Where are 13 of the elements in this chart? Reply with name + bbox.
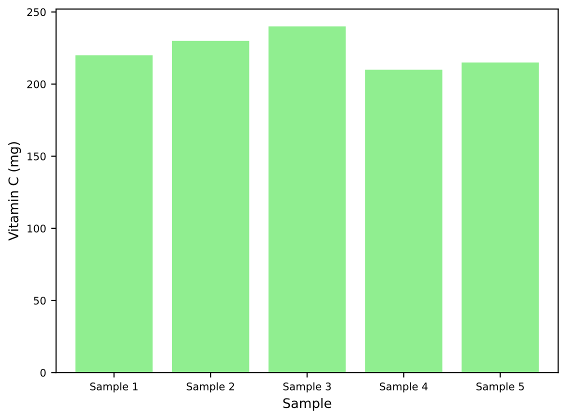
x-tick-label: Sample 1 xyxy=(90,382,138,392)
y-tick-label: 0 xyxy=(40,368,46,377)
y-tick-label: 150 xyxy=(28,152,46,160)
x-tick-label: Sample 3 xyxy=(283,382,331,392)
y-tick-label: 250 xyxy=(27,8,46,16)
y-tick-label: 50 xyxy=(34,296,46,305)
y-axis-title: Vitamin C (mg) xyxy=(8,142,21,241)
x-tick-label: Sample 4 xyxy=(380,382,428,392)
y-tick-label: 200 xyxy=(27,80,46,88)
x-axis-title: Sample xyxy=(283,398,332,411)
x-tick-label: Sample 2 xyxy=(186,382,234,392)
y-tick-label: 100 xyxy=(28,224,46,232)
x-tick-label: Sample 5 xyxy=(476,382,524,392)
